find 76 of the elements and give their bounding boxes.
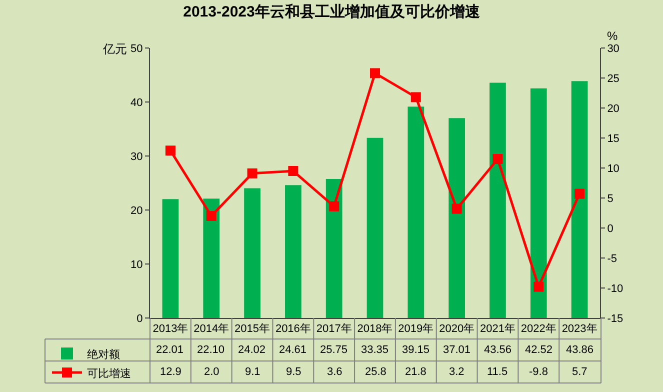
y2-tick-label: 0 (607, 222, 614, 235)
bar (203, 198, 220, 318)
point (247, 168, 258, 178)
data-label: 25.75 (320, 344, 348, 356)
point (370, 68, 380, 78)
bar (571, 81, 588, 318)
data-label: 9.5 (286, 366, 302, 378)
x-tick-label: 2013年 (152, 323, 188, 336)
data-label: 21.8 (405, 366, 426, 378)
data-label: 5.7 (572, 366, 588, 378)
data-label: 2.0 (204, 366, 220, 378)
x-tick-label: 2020年 (439, 323, 475, 336)
y2-tick-label: 10 (607, 162, 620, 175)
y2-tick-label: -15 (607, 312, 624, 325)
y2-tick-label: 20 (607, 102, 620, 115)
y-tick-label: 50 (130, 42, 143, 55)
bar (366, 138, 384, 318)
data-label: 37.01 (443, 344, 471, 356)
data-label: 22.10 (197, 344, 225, 356)
x-tick-label: 2015年 (234, 323, 270, 336)
bar (448, 118, 465, 318)
point (206, 211, 216, 221)
bar (490, 82, 506, 318)
data-label: 12.9 (160, 366, 182, 378)
x-tick-label: 2014年 (194, 323, 230, 336)
bar (408, 106, 424, 318)
bar (244, 188, 260, 318)
y2-tick-label: 30 (607, 42, 620, 55)
data-label: 39.15 (402, 344, 430, 356)
data-label: 42.52 (525, 344, 553, 356)
legend-label: 可比增速 (87, 366, 131, 380)
x-tick-label: 2021年 (480, 323, 516, 336)
y2-tick-label: -5 (607, 252, 617, 265)
data-label: 22.01 (156, 344, 184, 356)
data-label: 25.8 (365, 366, 386, 378)
y-tick-label: 30 (130, 150, 143, 163)
chart-title: 2013-2023年云和县工业增加值及可比价增速 (183, 3, 481, 20)
bar (162, 199, 179, 318)
data-label: 9.1 (245, 366, 260, 378)
point (534, 282, 544, 292)
data-label: 3.2 (449, 366, 464, 378)
x-tick-label: 2017年 (316, 323, 352, 336)
y-tick-label: 20 (130, 204, 143, 217)
y2-tick-label: -10 (607, 282, 624, 295)
y2-tick-label: 15 (607, 132, 620, 145)
x-tick-label: 2022年 (520, 323, 556, 336)
y2-tick-label: 5 (607, 192, 614, 205)
data-label: -9.8 (529, 366, 548, 378)
y-tick-label: 0 (136, 312, 143, 325)
point (452, 204, 462, 214)
x-tick-label: 2016年 (275, 323, 311, 336)
data-label: 11.5 (487, 366, 508, 378)
point (288, 166, 298, 176)
data-label: 33.35 (361, 344, 389, 356)
point (410, 92, 421, 102)
data-label: 43.56 (484, 344, 512, 356)
point (574, 188, 585, 199)
data-label: 3.6 (327, 366, 342, 378)
point (165, 146, 176, 156)
y-tick-label: 40 (130, 96, 143, 109)
x-tick-label: 2018年 (357, 323, 393, 336)
data-label: 43.86 (566, 344, 594, 356)
y2-axis-title: % (607, 29, 618, 43)
bar (285, 185, 302, 318)
x-tick-label: 2023年 (562, 323, 598, 336)
bar (326, 178, 342, 318)
x-tick-label: 2019年 (398, 323, 434, 336)
y-tick-label: 10 (130, 258, 143, 271)
point (492, 154, 503, 164)
point (329, 201, 340, 212)
y2-tick-label: 25 (607, 72, 620, 85)
bar (530, 88, 547, 318)
y-axis-title: 亿元 (102, 42, 127, 56)
data-label: 24.61 (279, 344, 307, 356)
legend-label: 绝对额 (87, 348, 120, 361)
data-label: 24.02 (238, 344, 266, 356)
